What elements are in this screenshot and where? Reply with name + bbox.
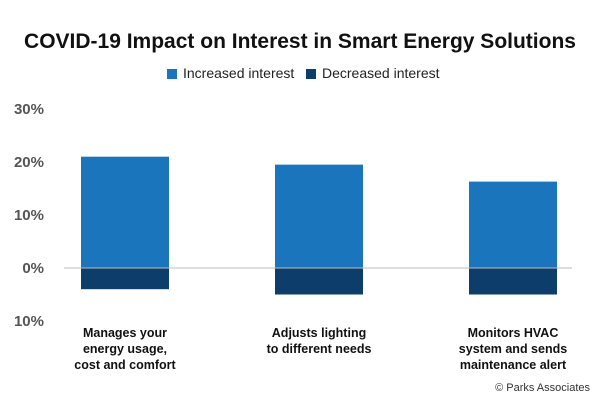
y-axis: 30% 20% 10% 0% 10% bbox=[14, 101, 44, 330]
chart-title: COVID-19 Impact on Interest in Smart Ene… bbox=[24, 30, 576, 53]
bar-decreased bbox=[81, 268, 169, 290]
bars bbox=[81, 156, 557, 295]
legend-label-decreased: Decreased interest bbox=[322, 65, 440, 81]
legend-swatch-decreased bbox=[306, 69, 316, 79]
y-tick-label: 0% bbox=[22, 260, 44, 277]
y-tick-label: 20% bbox=[14, 154, 44, 171]
y-tick-label: 10% bbox=[14, 207, 44, 224]
legend: Increased interest Decreased interest bbox=[167, 65, 440, 81]
bar-decreased bbox=[469, 268, 557, 295]
category-label: Monitors HVAC system and sends maintenance… bbox=[459, 326, 567, 372]
category-label: Manages your energy usage, cost and comfor… bbox=[74, 326, 176, 372]
credit-text: © Parks Associates bbox=[495, 382, 590, 394]
category-label: Adjusts lighting to different needs bbox=[267, 326, 372, 356]
legend-swatch-increased bbox=[167, 69, 177, 79]
y-tick-label: 10% bbox=[14, 313, 44, 330]
bar-increased bbox=[275, 164, 363, 268]
legend-label-increased: Increased interest bbox=[183, 65, 294, 81]
bar-increased bbox=[469, 181, 557, 268]
bar-decreased bbox=[275, 268, 363, 295]
y-tick-label: 30% bbox=[14, 101, 44, 118]
category-labels: Manages your energy usage, cost and comfor… bbox=[74, 326, 567, 372]
bar-increased bbox=[81, 156, 169, 268]
